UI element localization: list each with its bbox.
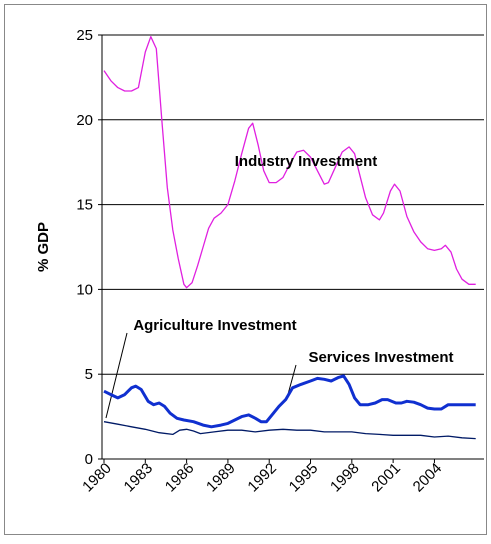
y-tick-label: 0 <box>85 451 93 468</box>
x-tick-label: 1986 <box>162 460 198 496</box>
series-line <box>103 421 476 440</box>
y-axis-label: % GDP <box>35 222 52 272</box>
x-tick-label: 1998 <box>327 460 363 496</box>
x-tick-label: 2001 <box>368 460 404 496</box>
x-tick-label: 2004 <box>410 460 446 496</box>
series-label: Services Investment <box>308 349 453 366</box>
y-tick-label: 20 <box>76 112 93 129</box>
series-label: Agriculture Investment <box>133 317 296 334</box>
series-line <box>103 36 476 289</box>
y-tick-label: 5 <box>85 366 93 383</box>
leader-line <box>105 332 128 419</box>
x-tick-label: 1983 <box>121 460 157 496</box>
x-tick-label: 1995 <box>286 460 322 496</box>
x-tick-label: 1989 <box>203 460 239 496</box>
series-line <box>103 374 476 429</box>
y-tick-label: 15 <box>76 197 93 214</box>
y-tick-label: 25 <box>76 27 93 44</box>
y-tick-label: 10 <box>76 281 93 298</box>
x-tick-label: 1992 <box>244 460 280 496</box>
series-label: Industry Investment <box>235 153 378 170</box>
chart-frame <box>4 4 487 535</box>
